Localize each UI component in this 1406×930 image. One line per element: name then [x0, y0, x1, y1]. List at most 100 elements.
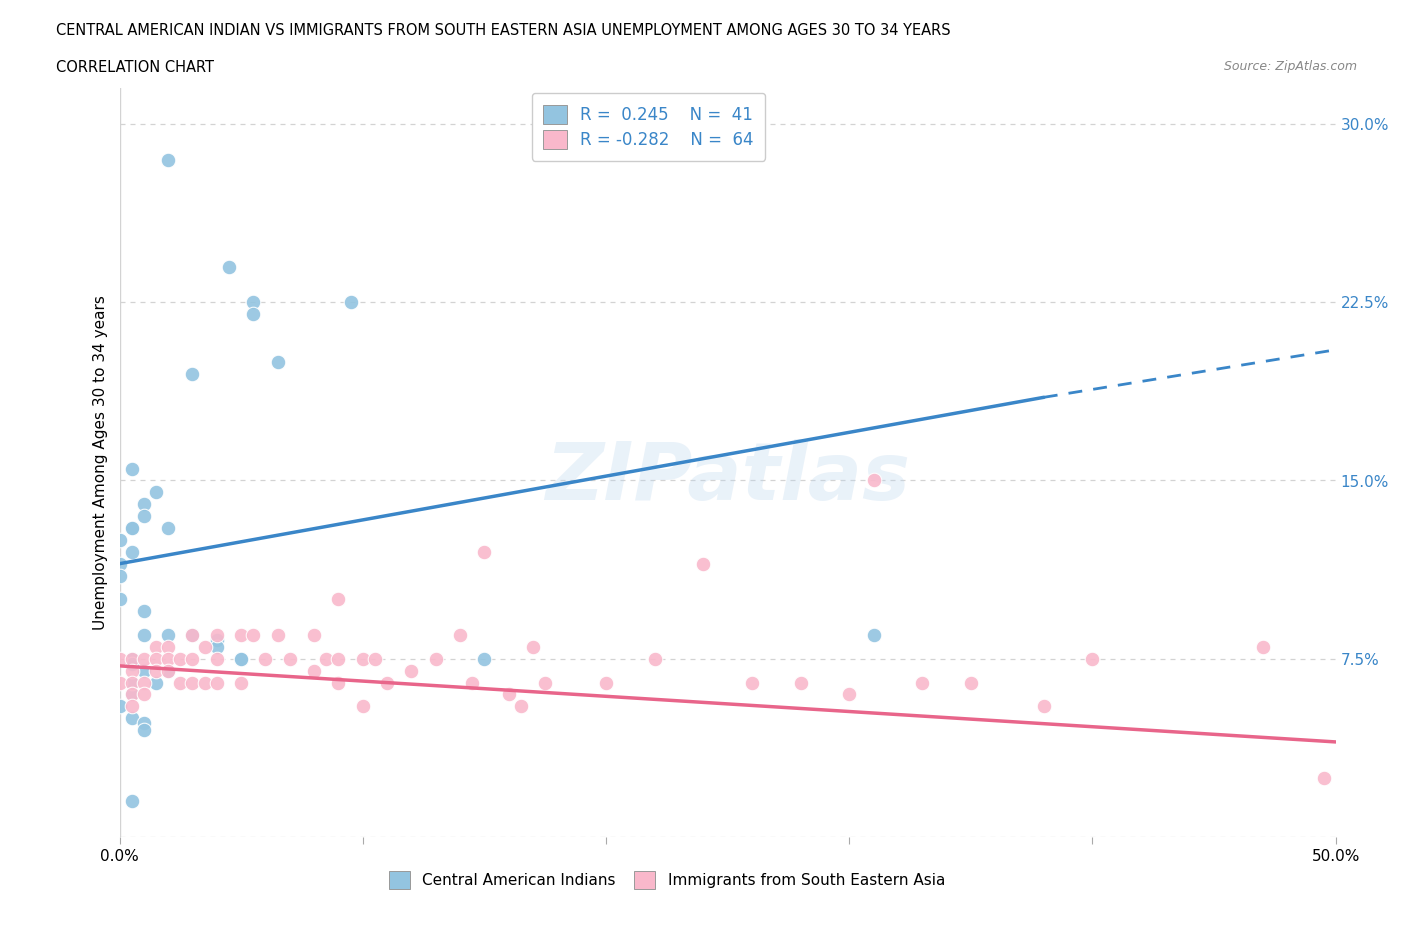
Point: [121, 461, 143, 476]
Point: [108, 651, 131, 666]
Point: [181, 628, 204, 643]
Point: [157, 153, 180, 167]
Text: CORRELATION CHART: CORRELATION CHART: [56, 60, 214, 75]
Point: [132, 509, 155, 524]
Point: [121, 651, 143, 666]
Point: [534, 675, 557, 690]
Point: [121, 656, 143, 671]
Point: [461, 675, 484, 690]
Point: [132, 651, 155, 666]
Point: [121, 663, 143, 678]
Point: [145, 640, 167, 655]
Point: [132, 675, 155, 690]
Point: [231, 651, 253, 666]
Point: [121, 521, 143, 536]
Point: [242, 628, 264, 643]
Point: [108, 556, 131, 571]
Point: [194, 675, 217, 690]
Point: [254, 651, 277, 666]
Point: [205, 640, 228, 655]
Point: [205, 651, 228, 666]
Point: [121, 544, 143, 559]
Point: [132, 604, 155, 618]
Point: [231, 628, 253, 643]
Legend: Central American Indians, Immigrants from South Eastern Asia: Central American Indians, Immigrants fro…: [381, 864, 953, 897]
Point: [121, 687, 143, 702]
Point: [157, 663, 180, 678]
Point: [121, 521, 143, 536]
Point: [132, 497, 155, 512]
Point: [145, 675, 167, 690]
Point: [108, 675, 131, 690]
Point: [741, 675, 763, 690]
Point: [364, 651, 387, 666]
Point: [838, 687, 860, 702]
Point: [108, 698, 131, 713]
Point: [352, 698, 374, 713]
Point: [509, 698, 531, 713]
Point: [278, 651, 301, 666]
Point: [121, 651, 143, 666]
Point: [352, 651, 374, 666]
Point: [242, 295, 264, 310]
Point: [132, 663, 155, 678]
Point: [315, 651, 337, 666]
Point: [328, 651, 350, 666]
Point: [328, 591, 350, 606]
Point: [205, 675, 228, 690]
Point: [132, 715, 155, 730]
Point: [121, 794, 143, 809]
Point: [132, 687, 155, 702]
Point: [302, 663, 325, 678]
Point: [169, 675, 191, 690]
Point: [121, 675, 143, 690]
Point: [911, 675, 934, 690]
Point: [266, 628, 288, 643]
Point: [425, 651, 447, 666]
Point: [157, 521, 180, 536]
Point: [205, 628, 228, 643]
Point: [472, 544, 496, 559]
Text: CENTRAL AMERICAN INDIAN VS IMMIGRANTS FROM SOUTH EASTERN ASIA UNEMPLOYMENT AMONG: CENTRAL AMERICAN INDIAN VS IMMIGRANTS FR…: [56, 23, 950, 38]
Point: [194, 640, 217, 655]
Point: [302, 628, 325, 643]
Point: [522, 640, 544, 655]
Point: [108, 591, 131, 606]
Point: [121, 675, 143, 690]
Point: [231, 675, 253, 690]
Point: [157, 628, 180, 643]
Point: [157, 640, 180, 655]
Point: [132, 628, 155, 643]
Point: [692, 556, 714, 571]
Point: [1081, 651, 1104, 666]
Point: [145, 651, 167, 666]
Point: [339, 295, 361, 310]
Point: [862, 473, 884, 488]
Text: Source: ZipAtlas.com: Source: ZipAtlas.com: [1223, 60, 1357, 73]
Point: [449, 628, 471, 643]
Point: [959, 675, 981, 690]
Point: [328, 675, 350, 690]
Point: [145, 485, 167, 499]
Point: [375, 675, 398, 690]
Point: [862, 628, 884, 643]
Point: [498, 687, 520, 702]
Point: [1251, 640, 1274, 655]
Point: [266, 354, 288, 369]
Point: [1032, 698, 1054, 713]
Point: [401, 663, 423, 678]
Point: [108, 568, 131, 583]
Point: [789, 675, 811, 690]
Point: [181, 675, 204, 690]
Point: [644, 651, 666, 666]
Y-axis label: Unemployment Among Ages 30 to 34 years: Unemployment Among Ages 30 to 34 years: [93, 295, 108, 631]
Point: [181, 366, 204, 381]
Text: ZIPatlas: ZIPatlas: [546, 439, 910, 517]
Point: [231, 651, 253, 666]
Point: [157, 651, 180, 666]
Point: [145, 663, 167, 678]
Point: [205, 632, 228, 647]
Point: [121, 698, 143, 713]
Point: [472, 651, 496, 666]
Point: [121, 687, 143, 702]
